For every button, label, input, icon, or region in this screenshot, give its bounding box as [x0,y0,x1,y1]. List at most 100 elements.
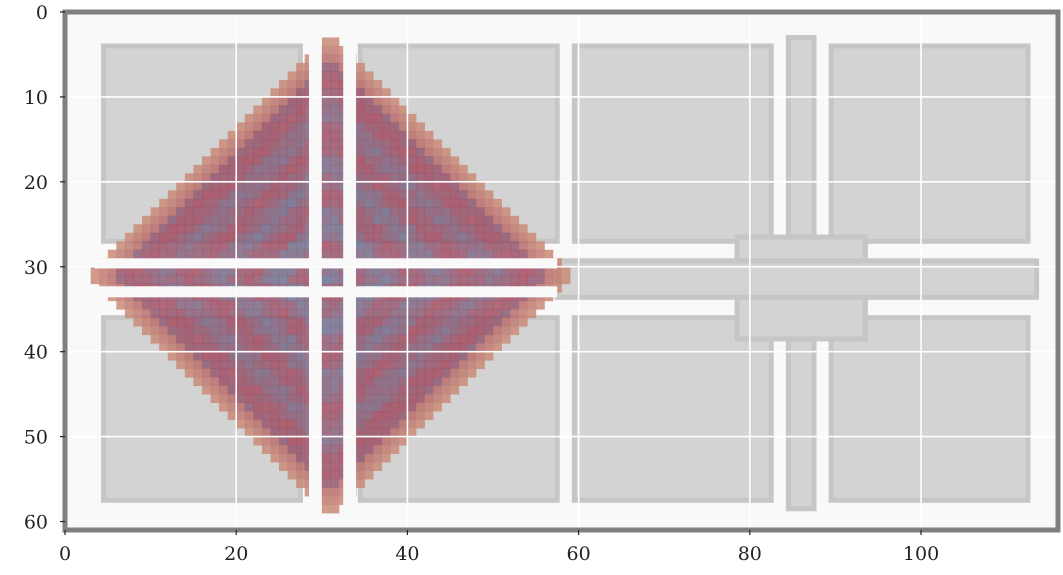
field-cell-245 [236,164,246,174]
field-cell-1167 [193,334,203,344]
field-cell-182 [210,147,220,157]
field-cell-1443 [227,402,237,412]
field-cell-1442 [219,402,229,412]
field-cell-597 [510,232,520,242]
field-cell-1215 [253,343,263,353]
field-cell-1156 [467,326,477,336]
field-cell-629 [364,241,374,251]
field-cell-1546 [356,436,366,446]
field-cell-148 [364,130,374,140]
field-cell-1125 [201,326,211,336]
field-cell-1074 [150,317,160,327]
field-cell-117 [296,122,306,132]
field-cell-420 [150,207,160,217]
field-cell-762 [142,266,152,276]
field-cell-292 [356,173,366,183]
field-cell-783 [321,266,331,276]
field-cell-855 [458,275,468,285]
field-cell-1258 [287,351,297,361]
field-cell-143 [321,130,331,140]
field-cell-1175 [261,334,271,344]
field-cell-1410 [424,385,434,395]
field-cell-1172 [236,334,246,344]
field-cell-1554 [279,445,288,454]
field-cell-458 [475,207,485,217]
field-cell-472 [227,215,237,225]
field-cell-587 [424,232,434,242]
field-cell-385 [201,198,211,208]
field-cell-1532 [398,428,408,437]
field-cell-1483 [356,411,366,421]
field-cell-311 [219,181,229,191]
field-cell-1204 [159,343,169,353]
field-cell-1051 [356,309,366,319]
field-cell-427 [210,207,220,217]
field-cell-778 [279,266,288,276]
field-cell-784 [330,266,340,276]
field-cell-1479 [321,411,331,421]
field-cell-1220 [296,343,306,353]
field-cell-1528 [364,428,374,437]
field-cell-1280 [475,351,485,361]
field-cell-314 [244,181,254,191]
field-cell-1356 [227,377,237,387]
field-cell-1531 [390,428,400,437]
field-cell-1427 [321,394,331,404]
field-cell-603 [142,241,152,251]
field-cell-247 [253,164,263,174]
field-cell-1034 [210,309,220,319]
field-cell-1078 [184,317,194,327]
field-cell-1124 [193,326,203,336]
field-cell-1140 [330,326,340,336]
field-cell-390 [244,198,254,208]
field-cell-761 [133,266,143,276]
field-cell-456 [458,207,468,217]
field-cell-556 [159,232,169,242]
field-cell-221 [296,156,306,166]
field-cell-1402 [356,385,366,395]
field-cell-790 [381,266,391,276]
field-cell-425 [193,207,203,217]
field-cell-271 [458,164,468,174]
field-cell-1346 [424,368,434,378]
field-cell-135 [253,130,263,140]
field-cell-1219 [287,343,297,353]
field-cell-538 [407,224,417,234]
field-cell-278 [236,173,246,183]
field-cell-189 [270,147,280,157]
field-cell-1070 [518,309,528,319]
field-cell-175 [381,139,391,149]
x-tick-label-0: 0 [59,543,71,565]
field-cell-378 [475,190,485,200]
field-cell-1357 [236,377,246,387]
field-cell-1602 [356,470,366,480]
field-cell-1439 [424,394,434,404]
field-cell-1057 [407,309,417,319]
field-cell-319 [287,181,297,191]
field-cell-298 [407,173,417,183]
field-cell-544 [458,224,468,234]
field-cell-1509 [381,419,391,429]
field-cell-776 [261,266,271,276]
field-cell-605 [159,241,169,251]
field-cell-190 [279,147,288,157]
field-cell-1119 [150,326,160,336]
field-cell-369 [398,190,408,200]
field-cell-276 [219,173,229,183]
field-cell-80 [321,105,331,115]
field-cell-1038 [244,309,254,319]
field-cell-394 [279,198,288,208]
field-cell-1291 [253,360,263,370]
field-cell-357 [296,190,306,200]
field-cell-155 [424,130,434,140]
field-cell-89 [398,105,408,115]
field-cell-1275 [433,351,443,361]
field-cell-350 [236,190,246,200]
field-cell-1084 [236,317,246,327]
field-cell-802 [484,266,494,276]
field-cell-164 [287,139,297,149]
field-cell-25 [330,71,340,81]
field-cell-1415 [219,394,229,404]
field-cell-188 [261,147,271,157]
field-cell-199 [356,147,366,157]
